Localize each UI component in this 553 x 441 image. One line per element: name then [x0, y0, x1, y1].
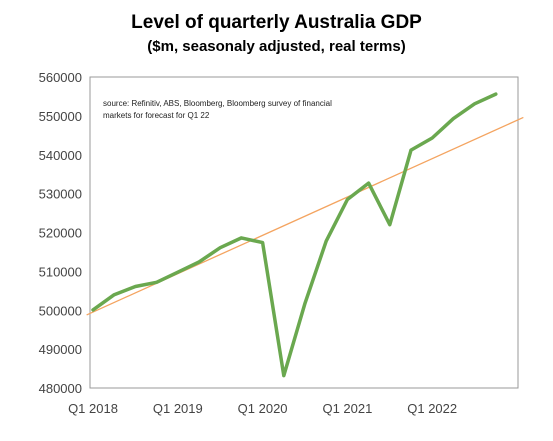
y-tick-label: 550000	[39, 109, 82, 124]
x-tick-label: Q1 2019	[153, 401, 203, 416]
gdp-series-line	[91, 92, 498, 378]
y-tick-label: 520000	[39, 226, 82, 241]
x-tick-labels: Q1 2018 Q1 2019 Q1 2020 Q1 2021 Q1 2022	[68, 401, 457, 416]
y-tick-label: 560000	[39, 70, 82, 85]
x-tick-label: Q1 2021	[322, 401, 372, 416]
y-tick-labels: 480000 490000 500000 510000 520000 530000 5400…	[39, 70, 82, 396]
y-tick-label: 540000	[39, 148, 82, 163]
x-tick-label: Q1 2022	[407, 401, 457, 416]
x-tick-label: Q1 2020	[238, 401, 288, 416]
y-tick-label: 480000	[39, 381, 82, 396]
source-annotation-line-2: markets for forecast for Q1 22	[103, 111, 210, 120]
x-tick-label: Q1 2018	[68, 401, 118, 416]
chart-title: Level of quarterly Australia GDP	[131, 12, 422, 33]
trend-line	[86, 116, 524, 316]
y-tick-label: 500000	[39, 303, 82, 318]
y-tick-label: 530000	[39, 187, 82, 202]
plot-area-border	[89, 76, 519, 389]
y-tick-label: 490000	[39, 342, 82, 357]
y-tick-label: 510000	[39, 264, 82, 279]
chart-subtitle: ($m, seasonaly adjusted, real terms)	[147, 38, 406, 55]
source-annotation-line-1: source: Refinitiv, ABS, Bloomberg, Bloom…	[103, 99, 332, 108]
